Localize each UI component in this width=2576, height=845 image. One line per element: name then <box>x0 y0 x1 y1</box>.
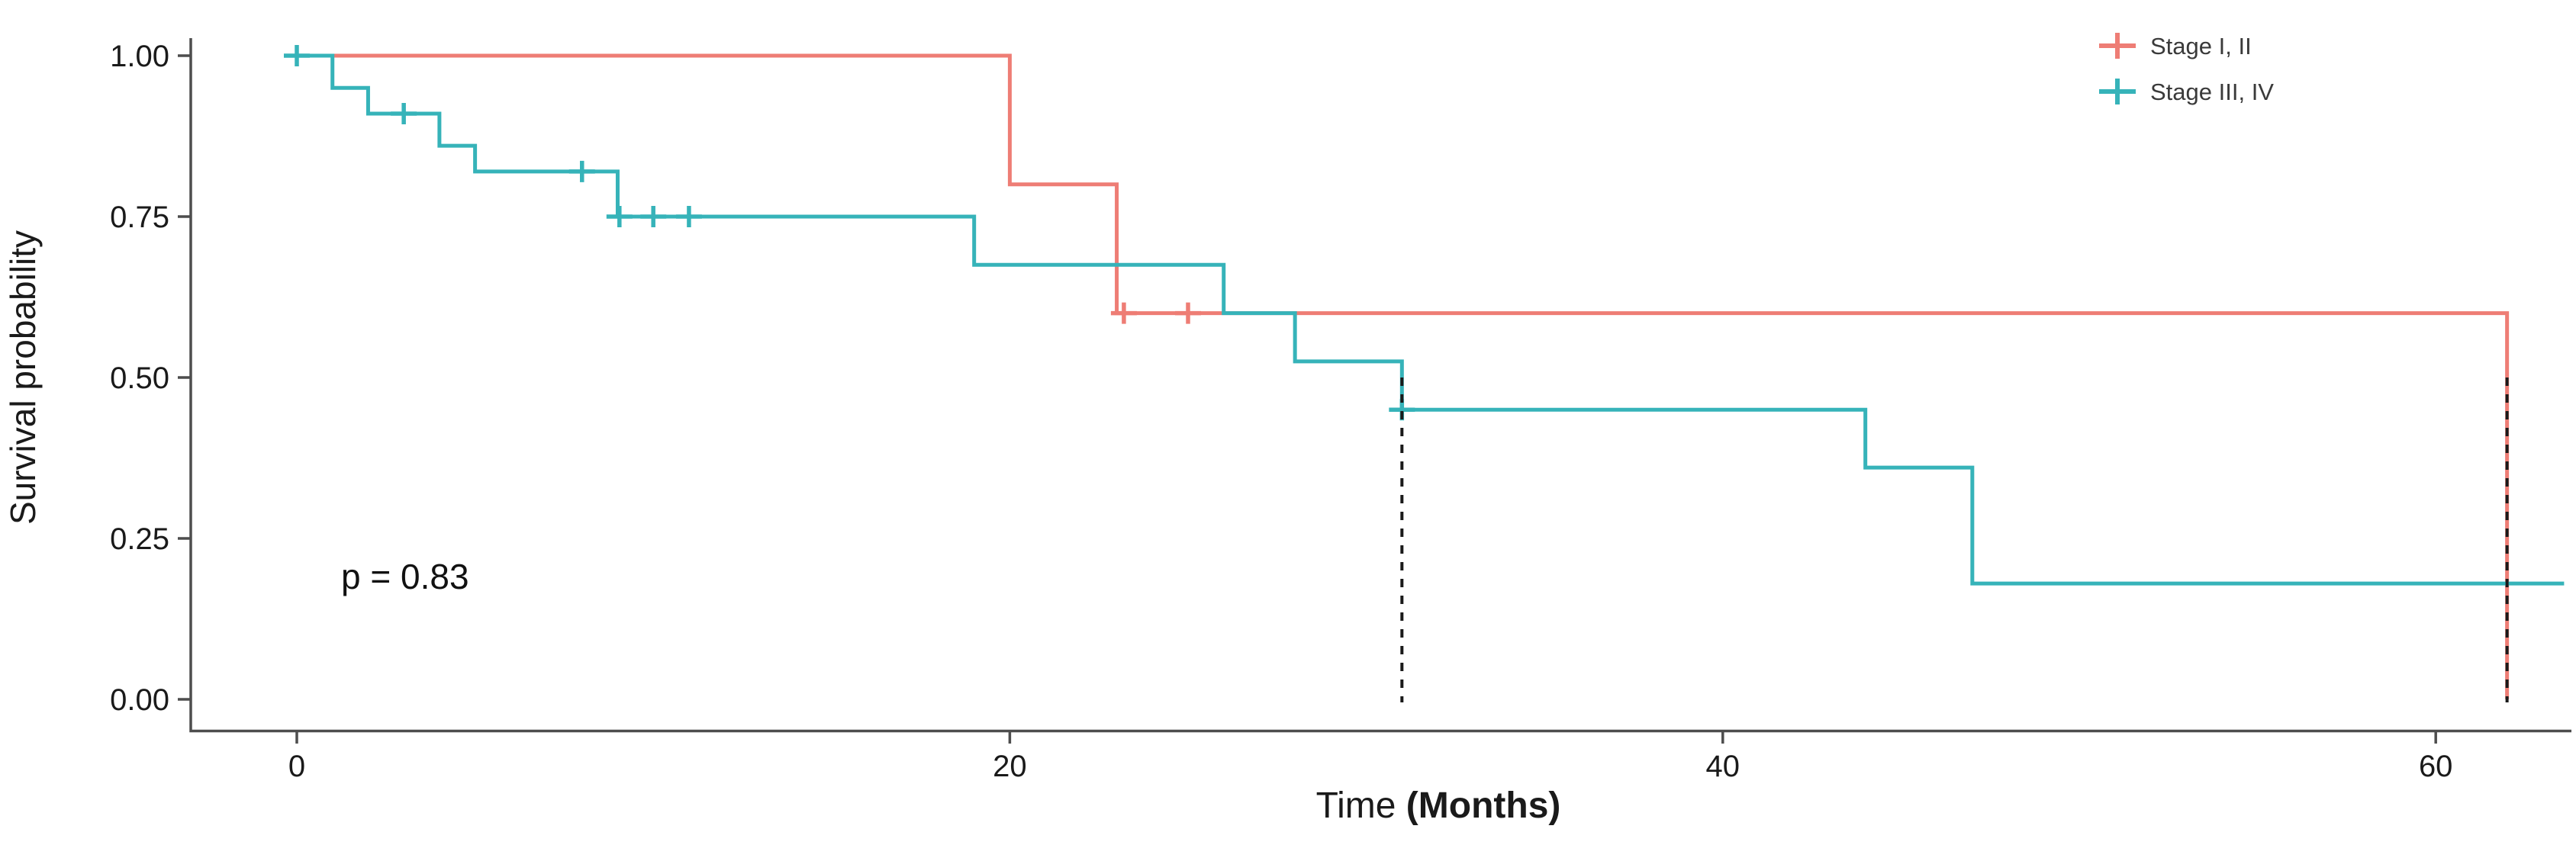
x-tick-label: 40 <box>1706 750 1740 783</box>
x-axis-title: Time (Months) <box>1316 786 1561 826</box>
y-tick-label: 0.00 <box>110 683 169 717</box>
p-value-annotation: p = 0.83 <box>341 557 469 596</box>
axes: 1.00 0.75 0.50 0.25 0.00 0 20 40 60 <box>110 38 2571 783</box>
y-axis-title: Survival probability <box>3 230 43 525</box>
censor-plus-icon <box>391 102 417 124</box>
censor-marks-stage-i-ii <box>1110 302 1201 324</box>
x-axis-title-normal: Time <box>1316 786 1396 826</box>
y-tick-label: 0.50 <box>110 361 169 395</box>
censor-plus-icon <box>568 160 595 182</box>
censor-plus-icon <box>675 206 702 227</box>
y-tick-label: 0.75 <box>110 201 169 234</box>
x-tick-label: 0 <box>288 750 305 783</box>
x-tick-label: 60 <box>2419 750 2453 783</box>
censor-plus-icon <box>284 45 310 66</box>
censor-marks-stage-iii-iv <box>284 45 1415 421</box>
median-lines <box>1400 378 2509 702</box>
censor-plus-icon <box>606 206 633 227</box>
legend: Stage I, II Stage III, IV <box>2099 33 2274 105</box>
legend-item-stage-i-ii: Stage I, II <box>2099 33 2252 59</box>
x-axis-title-bold: (Months) <box>1396 786 1560 826</box>
legend-item-stage-iii-iv: Stage III, IV <box>2099 79 2274 105</box>
axis-lines <box>189 38 2571 733</box>
survival-curves <box>284 45 2565 699</box>
censor-plus-icon <box>1175 302 1201 324</box>
legend-label: Stage III, IV <box>2150 79 2274 105</box>
legend-label: Stage I, II <box>2150 33 2252 59</box>
censor-plus-icon <box>640 206 667 227</box>
survival-curve-stage-iii-iv <box>297 53 2565 586</box>
censor-plus-icon <box>1110 302 1137 324</box>
legend-plus-icon <box>2099 33 2136 59</box>
x-tick-label: 20 <box>993 750 1027 783</box>
y-tick-label: 0.25 <box>110 522 169 556</box>
legend-plus-icon <box>2099 79 2136 104</box>
survival-curve-stage-i-ii <box>297 53 2510 699</box>
y-tick-label: 1.00 <box>110 40 169 73</box>
